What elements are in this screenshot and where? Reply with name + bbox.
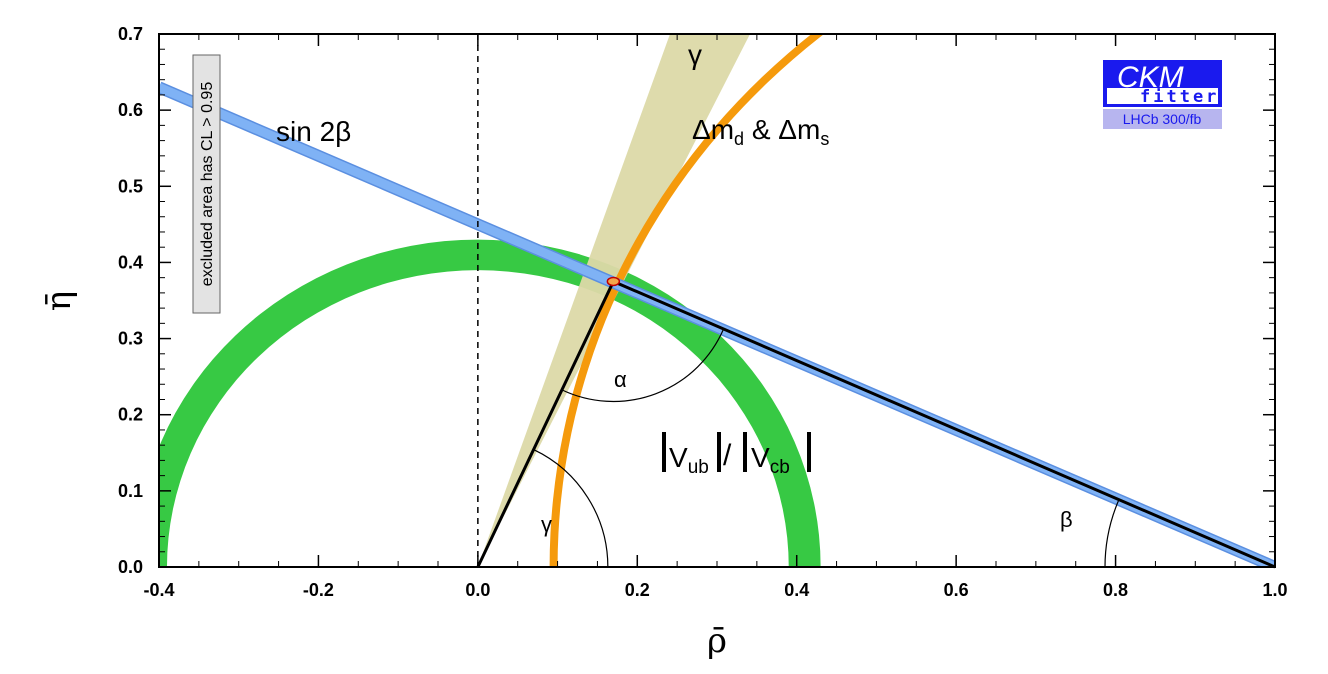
excluded-area-note: excluded area has CL > 0.95 — [192, 54, 221, 314]
sin2beta-label: sin 2β — [276, 116, 351, 147]
gamma-angle-label: γ — [541, 512, 552, 537]
delta-m-s-sub: s — [820, 129, 829, 149]
x-tick-label: 1.0 — [1262, 580, 1287, 600]
vub-v1: V — [669, 442, 688, 473]
x-tick-label: 0.2 — [625, 580, 650, 600]
gamma-constraint-label: γ — [688, 39, 702, 70]
x-tick-labels: -0.4 -0.2 0.0 0.2 0.4 0.6 0.8 1.0 — [143, 580, 1287, 600]
y-tick-label: 0.1 — [118, 481, 143, 501]
x-tick-label: 0.0 — [465, 580, 490, 600]
vub-bar-2 — [717, 432, 721, 472]
apex-point — [606, 276, 621, 287]
vub-slash: / — [723, 439, 732, 472]
gamma-arc — [533, 449, 609, 568]
beta-arc — [1104, 499, 1120, 568]
logo-caption-box — [1103, 109, 1222, 129]
vcb-v2: V — [751, 442, 770, 473]
logo-main-text: CKM — [1117, 61, 1184, 94]
y-tick-labels: 0.0 0.1 0.2 0.3 0.4 0.5 0.6 0.7 — [118, 24, 143, 577]
alpha-label: α — [614, 367, 627, 392]
delta-m-d-main: Δm — [692, 114, 734, 145]
y-axis-title: η̄ — [39, 291, 79, 311]
alpha-arc — [561, 328, 725, 403]
delta-m-label: Δmd & Δms — [692, 114, 829, 149]
excluded-note-box — [192, 54, 221, 314]
x-tick-label: 0.4 — [784, 580, 809, 600]
y-tick-label: 0.2 — [118, 405, 143, 425]
logo-caption-text: LHCb 300/fb — [1123, 111, 1202, 127]
y-tick-label: 0.4 — [118, 252, 143, 272]
x-tick-label: 0.8 — [1103, 580, 1128, 600]
delta-m-amp: & Δm — [744, 114, 820, 145]
beta-label: β — [1060, 507, 1073, 532]
y-tick-label: 0.6 — [118, 100, 143, 120]
vcb-text: Vcb — [751, 442, 790, 478]
y-tick-label: 0.0 — [118, 557, 143, 577]
logo-sub-text: fitter — [1140, 87, 1219, 107]
delta-m-d-sub: d — [734, 129, 744, 149]
vub-bar-4 — [807, 432, 811, 472]
vub-vcb-band — [159, 239, 821, 567]
triangle-geometry — [476, 34, 1276, 569]
x-tick-label: -0.2 — [303, 580, 334, 600]
vub-bar-3 — [743, 432, 747, 472]
x-axis-title: ρ̄ — [707, 621, 727, 661]
vcb-sub2: cb — [770, 457, 790, 478]
x-tick-label: 0.6 — [944, 580, 969, 600]
y-tick-label: 0.5 — [118, 176, 143, 196]
x-tick-label: -0.4 — [143, 580, 174, 600]
y-tick-label: 0.7 — [118, 24, 143, 44]
axis-ticks — [158, 33, 1276, 568]
excluded-note-text: excluded area has CL > 0.95 — [199, 82, 216, 287]
y-tick-label: 0.3 — [118, 329, 143, 349]
vub-vcb-label: Vub / Vcb — [662, 432, 811, 478]
vub-text: Vub — [669, 442, 709, 478]
logo-white-strip — [1107, 88, 1218, 104]
vub-bar-1 — [662, 432, 666, 472]
ckmfitter-logo: CKM fitter LHCb 300/fb — [1103, 60, 1222, 129]
vub-sub1: ub — [688, 457, 709, 478]
